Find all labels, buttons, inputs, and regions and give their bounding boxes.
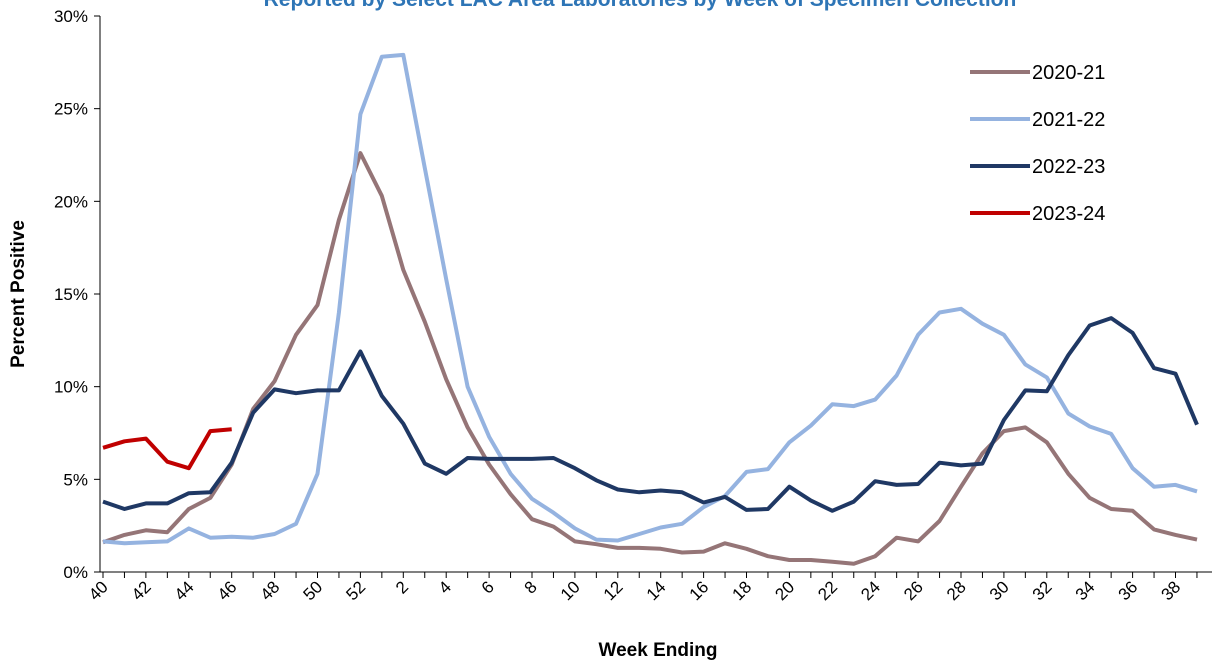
x-tick-label: 4 (435, 577, 455, 597)
x-tick-label: 32 (1029, 577, 1056, 604)
x-tick-label: 12 (600, 577, 627, 604)
x-tick-label: 6 (478, 577, 498, 597)
x-tick-label: 50 (300, 577, 327, 604)
x-tick-label: 2 (392, 577, 412, 597)
legend-label: 2022-23 (1032, 156, 1105, 178)
series-line (102, 52, 1198, 546)
x-tick-label: 10 (557, 577, 584, 604)
x-tick-label: 30 (986, 577, 1013, 604)
series-line (102, 151, 1198, 566)
x-tick-label: 46 (214, 577, 241, 604)
x-tick-label: 52 (342, 577, 369, 604)
series-line (102, 316, 1199, 513)
series-line (102, 427, 232, 471)
legend-label: 2023-24 (1032, 203, 1105, 225)
legend-label: 2021-22 (1032, 109, 1105, 131)
x-tick-label: 22 (814, 577, 841, 604)
y-tick-label: 5% (63, 470, 88, 489)
x-tick-label: 36 (1115, 577, 1142, 604)
x-tick-label: 34 (1072, 577, 1099, 604)
x-tick-label: 44 (171, 577, 198, 604)
y-axis-title: Percent Positive (8, 220, 29, 368)
x-tick-label: 18 (729, 577, 756, 604)
y-tick-label: 25% (54, 100, 88, 119)
chart-title: Reported by Select LAC Area Laboratories… (264, 0, 1017, 11)
x-tick-label: 14 (643, 577, 670, 604)
x-tick-label: 40 (85, 577, 112, 604)
x-axis-title: Week Ending (599, 640, 718, 661)
y-tick-label: 30% (54, 7, 88, 26)
x-tick-label: 8 (521, 577, 541, 597)
x-tick-label: 16 (686, 577, 713, 604)
x-tick-label: 38 (1158, 577, 1185, 604)
y-tick-label: 20% (54, 192, 88, 211)
x-tick-label: 24 (857, 577, 884, 604)
legend-label: 2020-21 (1032, 62, 1105, 84)
y-tick-label: 0% (63, 563, 88, 582)
x-tick-label: 28 (943, 577, 970, 604)
y-tick-label: 10% (54, 378, 88, 397)
x-tick-label: 48 (257, 577, 284, 604)
x-tick-label: 20 (771, 577, 798, 604)
x-tick-label: 26 (900, 577, 927, 604)
x-tick-label: 42 (128, 577, 155, 604)
y-tick-label: 15% (54, 285, 88, 304)
